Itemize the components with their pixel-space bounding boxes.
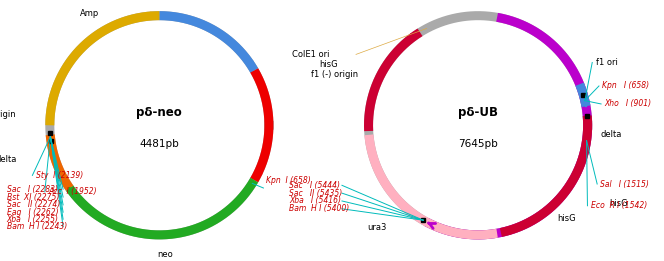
Text: f1 ori: f1 ori [596, 58, 618, 67]
Text: Kpn  I (658): Kpn I (658) [266, 176, 311, 185]
Text: hisG: hisG [609, 199, 627, 208]
Text: ColE1 origin: ColE1 origin [0, 110, 15, 118]
Text: Eag   I (2262): Eag I (2262) [7, 208, 58, 217]
Text: Sac   II (5435): Sac II (5435) [289, 189, 342, 198]
Text: Amp: Amp [80, 9, 100, 19]
Text: hisG: hisG [319, 60, 337, 69]
Text: Acc  I (1952): Acc I (1952) [48, 187, 97, 196]
Text: 7645pb: 7645pb [458, 139, 498, 149]
Text: pδ-UB: pδ-UB [458, 106, 498, 119]
Text: hisG: hisG [557, 214, 576, 223]
Text: Sac   I (5444): Sac I (5444) [289, 181, 340, 190]
Text: delta: delta [601, 130, 622, 139]
Text: Bam  H I (5400): Bam H I (5400) [289, 204, 349, 213]
Text: Sal   I (1515): Sal I (1515) [600, 180, 649, 188]
Text: 4481pb: 4481pb [139, 139, 179, 149]
Text: Sac   I (2283): Sac I (2283) [7, 185, 58, 194]
Text: Bam  H I (2243): Bam H I (2243) [7, 222, 67, 231]
Text: f1 (-) origin: f1 (-) origin [311, 70, 358, 79]
Text: Xho   I (901): Xho I (901) [604, 99, 651, 109]
Text: Eco  R I (1542): Eco R I (1542) [591, 201, 647, 210]
Text: Xba   I (5416): Xba I (5416) [289, 197, 341, 205]
Text: Sty  I (2139): Sty I (2139) [36, 171, 83, 180]
Text: delta: delta [0, 155, 17, 164]
Text: ColE1 ori: ColE1 ori [292, 50, 329, 59]
Text: pδ-neo: pδ-neo [137, 106, 182, 119]
Text: Xba   I (2255): Xba I (2255) [7, 215, 58, 224]
Text: Bst  XI (2275): Bst XI (2275) [7, 193, 59, 201]
Text: neo: neo [157, 250, 173, 259]
Text: ura3: ura3 [367, 223, 386, 232]
Text: Kpn   I (658): Kpn I (658) [602, 81, 649, 91]
Text: Sac   II (2274): Sac II (2274) [7, 200, 60, 209]
